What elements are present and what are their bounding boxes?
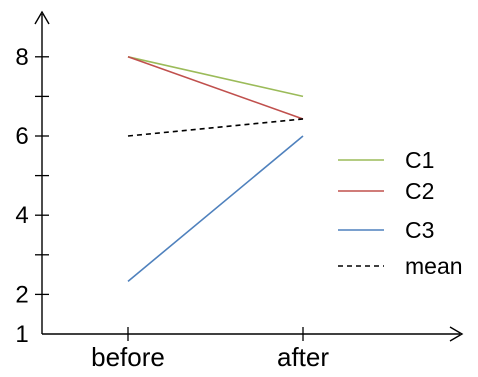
series-lines [127,56,304,282]
y-tick-label: 2 [15,281,28,308]
legend-label-C3: C3 [405,217,434,243]
y-tick-label: 6 [15,123,28,150]
axes: 1 2 4 6 8 before after [15,10,464,372]
legend-label-C1: C1 [405,147,434,173]
y-tick-label: 4 [15,202,28,229]
series-line-C1 [127,56,304,98]
x-tick-label-before: before [91,342,165,372]
y-tick-label: 8 [15,44,28,71]
series-line-mean [127,118,304,137]
legend: C1 C2 C3 mean [338,147,463,279]
x-tick-label-after: after [277,342,329,372]
legend-label-mean: mean [405,253,463,279]
y-axis-arrow-icon [34,10,50,25]
legend-label-C2: C2 [405,178,434,204]
series-line-C2 [127,56,304,120]
x-axis-arrow-icon [449,326,464,342]
series-line-C3 [127,135,304,282]
y-tick-label: 1 [15,321,28,348]
